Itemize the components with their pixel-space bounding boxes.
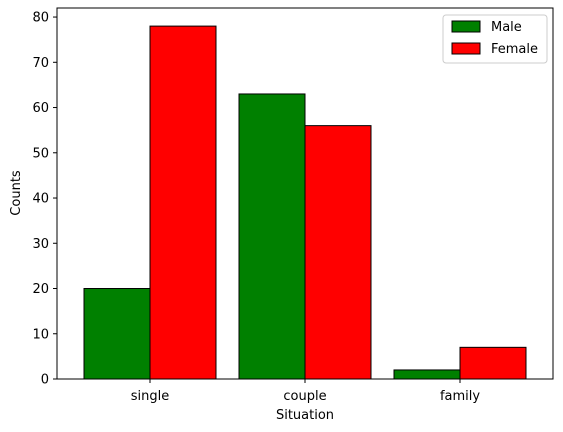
y-tick-label: 80 bbox=[32, 11, 49, 26]
y-tick-label: 40 bbox=[32, 192, 49, 207]
y-tick-label: 70 bbox=[32, 56, 49, 71]
bar-male-single bbox=[83, 288, 151, 380]
bars-group bbox=[83, 25, 527, 380]
y-tick-label: 60 bbox=[32, 101, 49, 116]
bar-male-couple bbox=[238, 93, 306, 380]
x-axis-ticks: single couple family bbox=[131, 379, 480, 404]
x-tick-label: single bbox=[131, 389, 170, 404]
x-tick-label: couple bbox=[283, 389, 326, 404]
bar-female-couple bbox=[304, 125, 372, 380]
bar-male-family bbox=[393, 369, 461, 380]
y-tick-label: 0 bbox=[41, 373, 49, 388]
legend: Male Female bbox=[442, 14, 548, 64]
y-tick-label: 50 bbox=[32, 146, 49, 161]
legend-label-female: Female bbox=[491, 42, 538, 57]
bar-female-single bbox=[149, 25, 217, 380]
y-axis-label: Counts bbox=[9, 170, 24, 216]
y-tick-label: 30 bbox=[32, 237, 49, 252]
x-axis-label: Situation bbox=[276, 408, 334, 423]
legend-label-male: Male bbox=[491, 20, 522, 35]
y-tick-label: 10 bbox=[32, 327, 49, 342]
plot-frame bbox=[56, 7, 554, 380]
bar-female-family bbox=[459, 346, 527, 380]
y-tick-label: 20 bbox=[32, 282, 49, 297]
legend-swatch-male bbox=[451, 20, 481, 33]
y-axis-ticks: 0 10 20 30 40 50 60 70 80 bbox=[32, 11, 57, 388]
x-tick-label: family bbox=[440, 389, 480, 404]
legend-swatch-female bbox=[451, 42, 481, 55]
